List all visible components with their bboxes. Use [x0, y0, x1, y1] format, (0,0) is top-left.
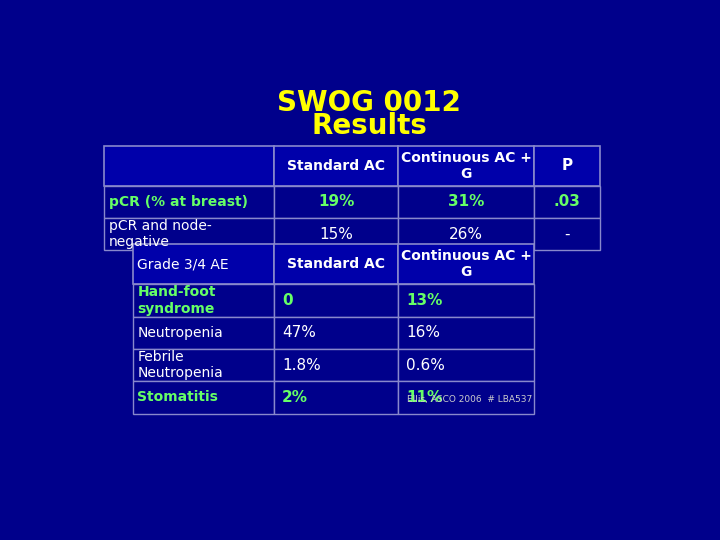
Bar: [104, 218, 274, 251]
Text: 11%: 11%: [406, 390, 443, 405]
Bar: [398, 146, 534, 186]
Text: Continuous AC +
G: Continuous AC + G: [401, 151, 531, 181]
Text: 19%: 19%: [318, 194, 355, 210]
Text: 16%: 16%: [406, 325, 440, 340]
Bar: [398, 186, 534, 218]
Bar: [274, 244, 398, 284]
Bar: [534, 218, 600, 251]
Text: Continuous AC +
G: Continuous AC + G: [401, 249, 531, 279]
Bar: [104, 146, 274, 186]
Bar: [274, 284, 398, 316]
Bar: [132, 316, 274, 349]
Text: 0.6%: 0.6%: [406, 357, 445, 373]
Text: -: -: [564, 227, 570, 242]
Bar: [398, 381, 534, 414]
Text: Standard AC: Standard AC: [287, 257, 385, 271]
Text: 47%: 47%: [282, 325, 316, 340]
Text: 13%: 13%: [406, 293, 443, 308]
Bar: [398, 218, 534, 251]
Text: pCR (% at breast): pCR (% at breast): [109, 195, 248, 209]
Text: Results: Results: [311, 112, 427, 140]
Text: 0: 0: [282, 293, 293, 308]
Text: Stomatitis: Stomatitis: [138, 390, 218, 404]
Bar: [274, 349, 398, 381]
Text: Hand-foot
syndrome: Hand-foot syndrome: [138, 285, 216, 315]
Bar: [274, 316, 398, 349]
Text: Neutropenia: Neutropenia: [138, 326, 223, 340]
Bar: [132, 381, 274, 414]
Bar: [132, 244, 274, 284]
Bar: [398, 316, 534, 349]
Text: P: P: [562, 158, 572, 173]
Text: Ellis, ASCO 2006  # LBA537: Ellis, ASCO 2006 # LBA537: [408, 395, 533, 404]
Bar: [274, 218, 398, 251]
Text: SWOG 0012: SWOG 0012: [277, 89, 461, 117]
Bar: [274, 381, 398, 414]
Text: 1.8%: 1.8%: [282, 357, 321, 373]
Text: .03: .03: [554, 194, 580, 210]
Bar: [132, 349, 274, 381]
Text: pCR and node-
negative: pCR and node- negative: [109, 219, 212, 249]
Text: Standard AC: Standard AC: [287, 159, 385, 173]
Bar: [398, 284, 534, 316]
Text: Febrile
Neutropenia: Febrile Neutropenia: [138, 350, 223, 380]
Text: Grade 3/4 AE: Grade 3/4 AE: [138, 257, 229, 271]
Bar: [132, 284, 274, 316]
Text: 2%: 2%: [282, 390, 308, 405]
Bar: [534, 146, 600, 186]
Text: 26%: 26%: [449, 227, 483, 242]
Bar: [534, 186, 600, 218]
Text: 31%: 31%: [448, 194, 485, 210]
Bar: [398, 244, 534, 284]
Bar: [104, 186, 274, 218]
Bar: [274, 146, 398, 186]
Bar: [398, 349, 534, 381]
Bar: [274, 186, 398, 218]
Text: 15%: 15%: [320, 227, 354, 242]
